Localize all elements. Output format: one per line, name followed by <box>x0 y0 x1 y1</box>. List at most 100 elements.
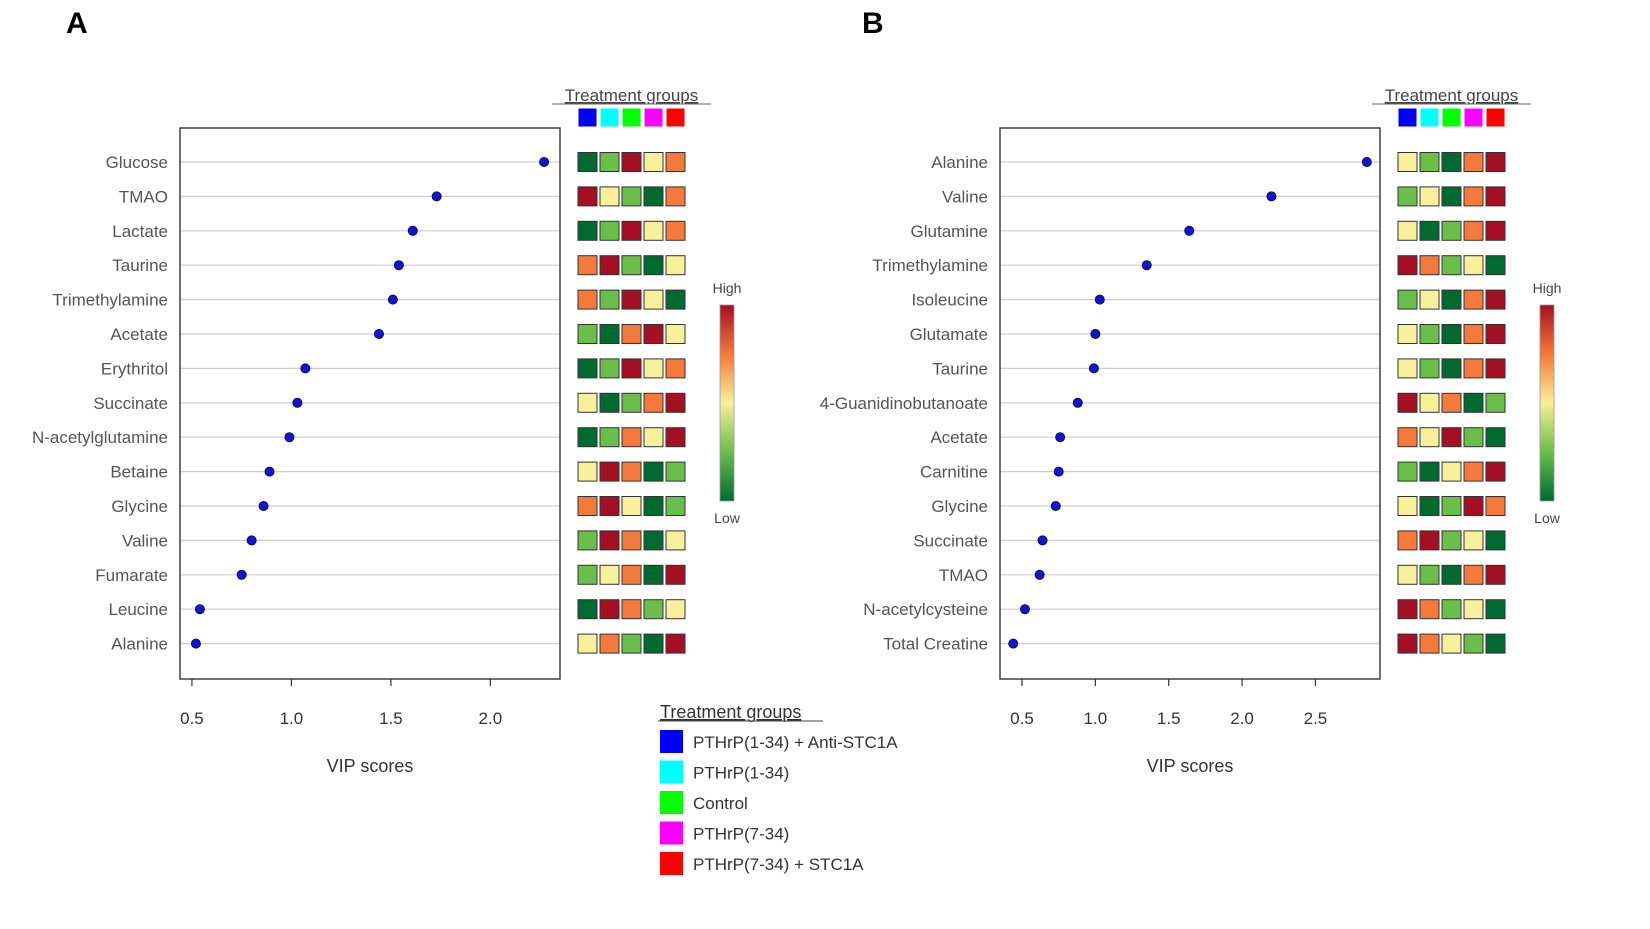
heatmap-cell <box>1397 255 1418 276</box>
heatmap-cell <box>599 427 620 448</box>
data-point <box>300 363 311 374</box>
heatmap-cell <box>1441 255 1462 276</box>
heatmap-cell <box>1419 220 1440 241</box>
heatmap-cell <box>1397 358 1418 379</box>
x-tick-label: 1.0 <box>280 709 304 728</box>
category-label: Alanine <box>931 153 988 172</box>
heatmap-cell <box>577 599 598 620</box>
heatmap-cell <box>1441 633 1462 654</box>
heatmap-cell <box>1419 633 1440 654</box>
heatmap-cell <box>665 564 686 585</box>
heatmap-cell <box>1463 599 1484 620</box>
heatmap-cell <box>577 255 598 276</box>
colorbar-low-label: Low <box>714 510 741 526</box>
heatmap-cell <box>1485 324 1506 344</box>
heatmap-cell <box>643 427 664 448</box>
data-point <box>258 500 269 511</box>
heatmap-cell <box>643 461 664 482</box>
heatmap-cell <box>1463 186 1484 207</box>
group-color-header <box>1485 107 1506 128</box>
heatmap-cell <box>1397 496 1418 516</box>
heatmap-cell <box>621 220 642 241</box>
data-point <box>1094 294 1105 305</box>
data-point <box>373 328 384 339</box>
heatmap-cell <box>577 427 598 448</box>
heatmap-cell <box>1485 427 1506 448</box>
heatmap-cell <box>599 564 620 585</box>
colorbar <box>719 304 735 502</box>
heatmap-cell <box>1397 633 1418 654</box>
category-label: Erythritol <box>101 359 168 378</box>
category-label: Lactate <box>112 222 168 241</box>
category-label: Glutamate <box>910 325 988 344</box>
data-point <box>1072 397 1083 408</box>
heatmap-cell <box>1463 427 1484 448</box>
panel-a: A Glucose TMAO Lactate Taurine Trimethylamine… <box>32 7 741 776</box>
heatmap-cell <box>643 255 664 276</box>
heatmap-cell <box>621 392 642 413</box>
heatmap-cell <box>665 461 686 482</box>
heatmap-cell <box>1419 289 1440 310</box>
data-point <box>1361 156 1372 167</box>
panel-letter: A <box>66 7 88 40</box>
panel-b: B Alanine Valine Glutamine Trimethylamine Iso… <box>820 7 1562 776</box>
colorbar-high-label: High <box>1533 280 1562 296</box>
heatmap-cell <box>621 186 642 207</box>
heatmap-cell <box>1485 496 1506 516</box>
heatmap-title: Treatment groups <box>565 86 699 105</box>
heatmap-cell <box>577 461 598 482</box>
category-label: 4-Guanidinobutanoate <box>820 394 988 413</box>
heatmap-cell <box>643 186 664 207</box>
category-label: N-acetylglutamine <box>32 428 168 447</box>
heatmap-cell <box>665 220 686 241</box>
heatmap-cell <box>1397 599 1418 620</box>
group-color-header <box>665 107 686 128</box>
group-color-header <box>1419 107 1440 128</box>
category-label: Taurine <box>112 256 168 275</box>
heatmap-cell <box>1463 392 1484 413</box>
treatment-legend: Treatment groups PTHrP(1-34) + Anti-STC1A… <box>658 702 898 875</box>
category-label: TMAO <box>939 566 988 585</box>
heatmap-cell <box>1463 152 1484 172</box>
heatmap-cell <box>1419 186 1440 207</box>
heatmap-cell <box>621 633 642 654</box>
category-label: Succinate <box>93 394 168 413</box>
group-color-header <box>643 107 664 128</box>
category-label: TMAO <box>119 187 168 206</box>
heatmap-cell <box>1441 358 1462 379</box>
colorbar <box>1539 304 1555 502</box>
legend-swatch <box>660 760 683 784</box>
heatmap-cell <box>1441 324 1462 344</box>
legend-label: PTHrP(7-34) + STC1A <box>693 855 864 874</box>
heatmap-cell <box>577 633 598 654</box>
heatmap-cell <box>621 358 642 379</box>
heatmap-cell <box>1485 461 1506 482</box>
heatmap-cell <box>1419 255 1440 276</box>
heatmap-cell <box>1463 633 1484 654</box>
heatmap-cell <box>621 427 642 448</box>
group-color-header <box>1441 107 1462 128</box>
heatmap-cell <box>1463 358 1484 379</box>
heatmap-cell <box>1419 324 1440 344</box>
heatmap-cell <box>1485 530 1506 551</box>
heatmap-cell <box>1419 496 1440 516</box>
colorbar-high-label: High <box>713 280 742 296</box>
heatmap-cell <box>577 186 598 207</box>
heatmap-cell <box>1397 564 1418 585</box>
heatmap-cell <box>665 289 686 310</box>
heatmap-cell <box>599 599 620 620</box>
heatmap-cell <box>1485 392 1506 413</box>
heatmap-cell <box>621 152 642 172</box>
heatmap-cell <box>1441 392 1462 413</box>
group-color-header <box>599 107 620 128</box>
data-point <box>1090 328 1101 339</box>
heatmap-cell <box>1485 255 1506 276</box>
data-point <box>1037 535 1048 546</box>
heatmap-cell <box>599 289 620 310</box>
heatmap-cell <box>599 392 620 413</box>
group-color-header <box>1397 107 1418 128</box>
category-label: Glycine <box>931 497 988 516</box>
colorbar-low-label: Low <box>1534 510 1561 526</box>
category-label: Taurine <box>932 359 988 378</box>
